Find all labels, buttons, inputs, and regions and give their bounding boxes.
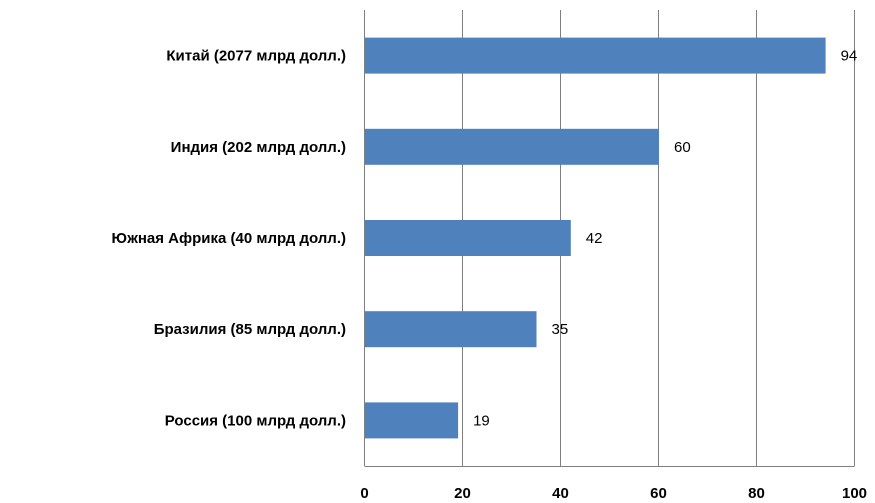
x-tick-label-80: 80 xyxy=(748,485,765,502)
data-label-4: 19 xyxy=(473,412,490,429)
x-axis-ticks: 0 20 40 60 80 100 xyxy=(360,485,867,502)
category-label-0: Китай (2077 млрд долл.) xyxy=(166,48,346,65)
data-label-2: 42 xyxy=(586,230,603,247)
category-label-1: Индия (202 млрд долл.) xyxy=(171,139,346,156)
x-tick-label-60: 60 xyxy=(650,485,667,502)
data-label-1: 60 xyxy=(674,139,691,156)
data-label-0: 94 xyxy=(841,48,858,65)
data-labels: 94 60 42 35 19 xyxy=(473,48,857,430)
category-label-3: Бразилия (85 млрд долл.) xyxy=(154,321,346,338)
x-tick-label-100: 100 xyxy=(842,485,867,502)
bar-3 xyxy=(365,311,537,348)
category-labels: Китай (2077 млрд долл.) Индия (202 млрд д… xyxy=(112,48,346,430)
bar-1 xyxy=(365,128,659,165)
bar-0 xyxy=(365,37,826,74)
data-label-3: 35 xyxy=(552,321,569,338)
x-tick-label-20: 20 xyxy=(454,485,471,502)
category-label-4: Россия (100 млрд долл.) xyxy=(165,412,346,429)
x-tick-label-0: 0 xyxy=(360,485,368,502)
bars xyxy=(365,37,826,439)
x-tick-label-40: 40 xyxy=(552,485,569,502)
bar-2 xyxy=(365,220,571,256)
category-label-2: Южная Африка (40 млрд долл.) xyxy=(112,230,346,247)
bar-4 xyxy=(365,402,459,439)
